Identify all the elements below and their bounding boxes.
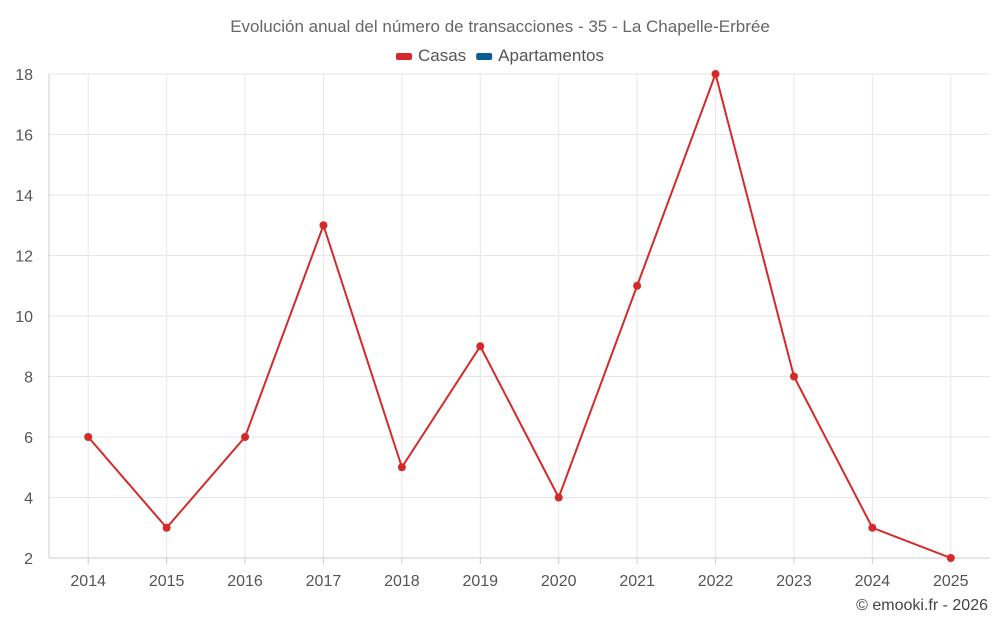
data-point[interactable] — [319, 221, 328, 230]
data-point[interactable] — [633, 281, 642, 290]
data-point[interactable] — [868, 523, 877, 532]
y-tick-label: 2 — [24, 551, 33, 568]
x-tick-label: 2021 — [619, 573, 655, 590]
x-tick-label: 2014 — [70, 573, 106, 590]
x-tick-label: 2016 — [227, 573, 263, 590]
x-tick-label: 2024 — [855, 573, 891, 590]
series-layer — [84, 70, 955, 562]
chart-title: Evolución anual del número de transaccio… — [230, 17, 770, 36]
x-tick-label: 2017 — [306, 573, 342, 590]
data-point[interactable] — [946, 554, 955, 562]
y-tick-label: 8 — [24, 370, 33, 387]
credit-text: © emooki.fr - 2026 — [856, 597, 988, 614]
data-point[interactable] — [162, 523, 171, 532]
data-point[interactable] — [711, 70, 720, 78]
x-tick-label: 2018 — [384, 573, 420, 590]
grid — [49, 73, 990, 558]
y-tick-label: 12 — [15, 249, 33, 266]
y-tick-label: 16 — [15, 128, 33, 145]
x-tick-label: 2025 — [933, 573, 969, 590]
legend-item-apartamentos[interactable]: Apartamentos — [476, 46, 604, 65]
x-tick-label: 2022 — [698, 573, 734, 590]
y-tick-label: 18 — [15, 67, 33, 84]
x-tick-label: 2020 — [541, 573, 577, 590]
data-point[interactable] — [789, 372, 798, 381]
axes: 2 4 6 8 10 12 14 16 18 2014 2015 2016 2017 2018 2019 20… — [15, 67, 990, 590]
y-tick-label: 4 — [24, 491, 33, 508]
x-tick-label: 2015 — [149, 573, 185, 590]
legend: Casas Apartamentos — [395, 46, 604, 65]
legend-label: Apartamentos — [498, 46, 604, 65]
data-point[interactable] — [476, 342, 485, 351]
legend-swatch — [395, 53, 412, 60]
legend-item-casas[interactable]: Casas — [395, 46, 466, 65]
legend-swatch — [476, 53, 493, 60]
y-tick-label: 6 — [24, 430, 33, 447]
data-point[interactable] — [554, 493, 563, 502]
y-tick-label: 14 — [15, 188, 33, 205]
x-tick-label: 2019 — [462, 573, 498, 590]
data-point[interactable] — [397, 463, 406, 472]
x-tick-label: 2023 — [776, 573, 812, 590]
legend-label: Casas — [418, 46, 466, 65]
y-tick-label: 10 — [15, 309, 33, 326]
series-line-casas — [87, 70, 952, 559]
data-point[interactable] — [84, 433, 93, 441]
data-point[interactable] — [241, 433, 250, 441]
